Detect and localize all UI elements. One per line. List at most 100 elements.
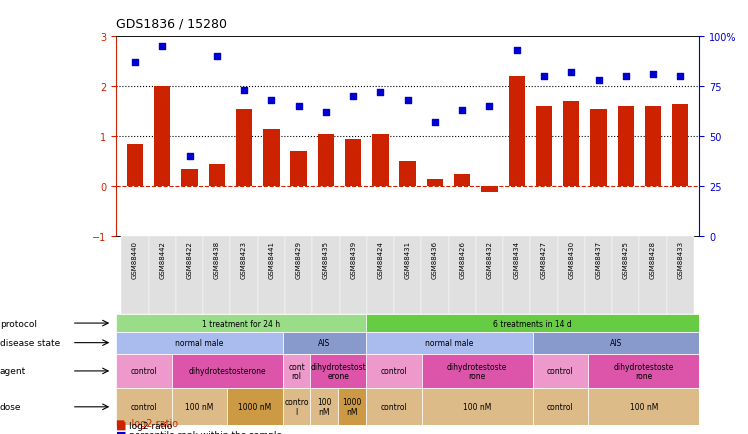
Text: 100 nM: 100 nM (463, 402, 491, 411)
Text: percentile rank within the sample: percentile rank within the sample (129, 430, 283, 434)
Text: control: control (130, 367, 157, 375)
Bar (230, 237, 258, 315)
Bar (367, 237, 394, 315)
Point (183, 153, 195, 160)
Text: dihydrotestoste
rone: dihydrotestoste rone (613, 362, 674, 380)
Text: GSM88425: GSM88425 (623, 240, 629, 278)
Bar (476, 237, 503, 315)
Point (266, 97, 278, 104)
Point (592, 77, 604, 84)
Bar (666, 237, 694, 315)
Text: agent: agent (0, 367, 26, 375)
Text: GDS1836 / 15280: GDS1836 / 15280 (116, 17, 227, 30)
Point (347, 93, 359, 100)
Bar (154, 87, 171, 187)
Text: GSM88427: GSM88427 (541, 240, 547, 278)
Text: GSM88432: GSM88432 (486, 240, 492, 278)
Bar (283, 332, 366, 354)
Bar (338, 388, 366, 425)
Bar (116, 354, 171, 388)
Text: GSM88426: GSM88426 (459, 240, 465, 278)
Point (511, 47, 523, 54)
Text: 1000 nM: 1000 nM (238, 402, 272, 411)
Bar (612, 237, 640, 315)
Point (320, 109, 332, 116)
Text: normal male: normal male (425, 339, 473, 347)
Text: ■: ■ (116, 429, 126, 434)
Bar (116, 388, 171, 425)
Text: ■: ■ (116, 420, 126, 430)
Bar (530, 237, 557, 315)
Text: 100 nM: 100 nM (185, 402, 213, 411)
Bar (373, 134, 388, 187)
Point (292, 103, 304, 110)
Bar (557, 237, 585, 315)
Text: GSM88438: GSM88438 (214, 240, 220, 279)
Bar (533, 332, 699, 354)
Bar (310, 354, 366, 388)
Bar (618, 107, 634, 187)
Bar (481, 187, 497, 193)
Bar (394, 237, 421, 315)
Text: control: control (547, 402, 574, 411)
Text: 6 treatments in 14 d: 6 treatments in 14 d (494, 319, 572, 328)
Bar (399, 161, 416, 187)
Bar (227, 388, 283, 425)
Bar (585, 237, 612, 315)
Text: normal male: normal male (175, 339, 224, 347)
Bar (312, 237, 340, 315)
Text: cont
rol: cont rol (288, 362, 305, 380)
Bar (203, 237, 230, 315)
Text: dihydrotestost
erone: dihydrotestost erone (310, 362, 366, 380)
Point (647, 71, 659, 78)
Point (402, 97, 414, 104)
Text: dihydrotestoste
rone: dihydrotestoste rone (447, 362, 507, 380)
Bar (590, 109, 607, 187)
Point (429, 119, 441, 126)
Text: control: control (547, 367, 574, 375)
Point (538, 73, 550, 80)
Text: control: control (381, 367, 407, 375)
Text: GSM88441: GSM88441 (269, 240, 275, 278)
Bar (290, 151, 307, 187)
Point (375, 89, 387, 96)
Bar (171, 354, 283, 388)
Bar (116, 315, 366, 332)
Bar (285, 237, 312, 315)
Point (483, 103, 495, 110)
Point (674, 73, 686, 80)
Text: GSM88435: GSM88435 (323, 240, 329, 278)
Bar (366, 354, 422, 388)
Text: 1 treatment for 24 h: 1 treatment for 24 h (202, 319, 280, 328)
Bar (588, 388, 699, 425)
Bar (176, 237, 203, 315)
Text: GSM88422: GSM88422 (186, 240, 192, 278)
Bar (209, 164, 225, 187)
Bar (533, 388, 588, 425)
Bar (127, 144, 143, 187)
Text: protocol: protocol (0, 319, 37, 328)
Bar (422, 354, 533, 388)
Bar (310, 388, 338, 425)
Bar (672, 104, 688, 187)
Bar (116, 332, 283, 354)
Bar (449, 237, 476, 315)
Text: GSM88429: GSM88429 (295, 240, 301, 278)
Text: GSM88434: GSM88434 (514, 240, 520, 278)
Point (211, 53, 223, 60)
Bar (258, 237, 285, 315)
Point (238, 87, 250, 94)
Bar (427, 179, 443, 187)
Text: 1000
nM: 1000 nM (343, 398, 362, 416)
Text: GSM88440: GSM88440 (132, 240, 138, 278)
Text: disease state: disease state (0, 339, 61, 347)
Bar (340, 237, 367, 315)
Point (620, 73, 632, 80)
Bar (509, 77, 525, 187)
Text: contro
l: contro l (284, 398, 309, 416)
Point (565, 69, 577, 76)
Text: ■  log2 ratio: ■ log2 ratio (116, 418, 178, 428)
Bar (149, 237, 176, 315)
Text: GSM88424: GSM88424 (378, 240, 384, 278)
Text: GSM88442: GSM88442 (159, 240, 165, 278)
